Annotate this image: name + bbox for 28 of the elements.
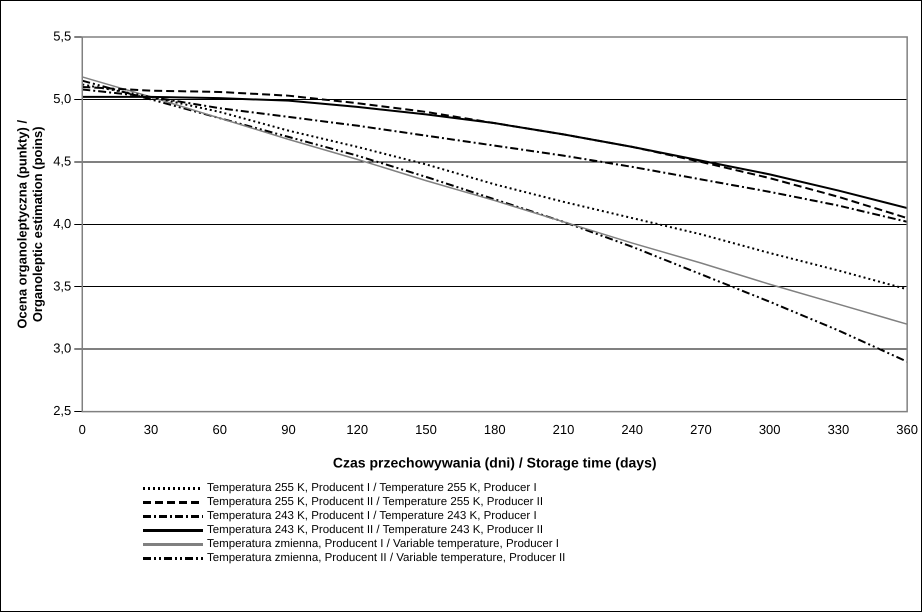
x-tick-label: 180 — [484, 422, 506, 437]
y-tick-label: 4,0 — [53, 216, 72, 231]
x-axis-title: Czas przechowywania (dni) / Storage time (days) — [332, 454, 657, 470]
x-tick-label: 150 — [415, 422, 437, 437]
x-tick-label: 90 — [281, 422, 296, 437]
legend-label: Temperatura 243 K, Producent I / Temperature 243 K, Producer I — [207, 509, 537, 523]
x-tick-label: 210 — [552, 422, 574, 437]
x-tick-label: 270 — [690, 422, 712, 437]
x-tick-label: 300 — [758, 422, 781, 437]
y-tick-label: 5,0 — [53, 91, 72, 106]
x-tick-label: 240 — [621, 422, 644, 437]
legend-label: Temperatura 255 K, Producent I / Temperature 255 K, Producer I — [207, 481, 537, 495]
x-tick-label: 0 — [78, 422, 86, 437]
legend-label: Temperatura 243 K, Producent II / Temperature 243 K, Producer II — [207, 523, 544, 537]
x-tick-label: 60 — [212, 422, 227, 437]
legend-label: Temperatura 255 K, Producent II / Temperature 255 K, Producer II — [207, 495, 544, 509]
y-tick-label: 5,5 — [53, 28, 72, 44]
legend-label: Temperatura zmienna, Producent II / Variable temperature, Producer II — [207, 551, 566, 565]
y-tick-label: 4,5 — [53, 153, 72, 168]
x-tick-label: 30 — [144, 422, 158, 437]
x-tick-label: 120 — [346, 422, 368, 437]
x-tick-label: 330 — [828, 422, 850, 437]
legend-label: Temperatura zmienna, Producent I / Variable temperature, Producer I — [207, 537, 559, 551]
x-tick-label: 360 — [896, 422, 918, 437]
y-tick-label: 3,0 — [53, 340, 72, 356]
y-axis-title: Ocena organoleptyczna (punkty) / Organoleptic estimation (poins) — [14, 120, 45, 329]
y-tick-label: 3,5 — [53, 278, 72, 294]
y-tick-label: 2,5 — [53, 403, 72, 418]
